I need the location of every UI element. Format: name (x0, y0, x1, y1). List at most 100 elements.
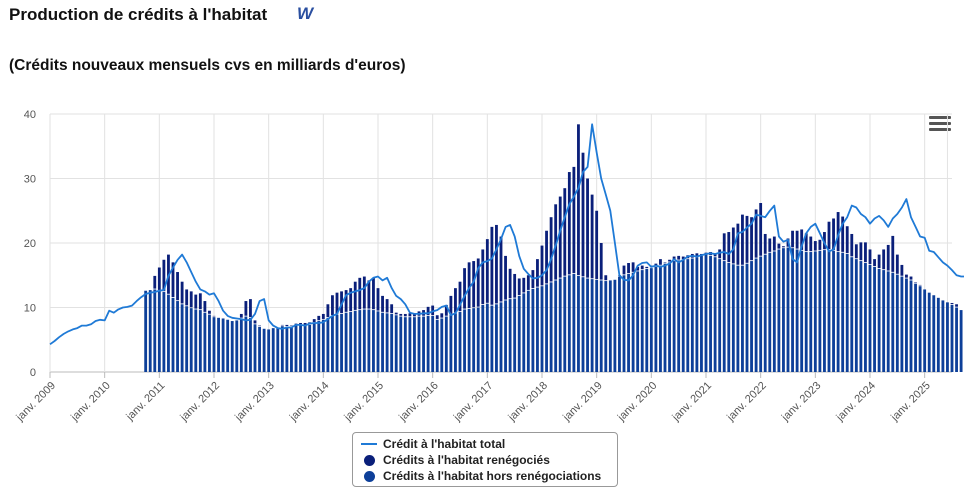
bar-renegocies (558, 196, 562, 278)
hamburger-menu-icon[interactable] (929, 116, 951, 134)
bar-renegocies (153, 275, 157, 289)
bar-hors-renegociations (235, 320, 239, 372)
bar-renegocies (331, 295, 334, 316)
bar-renegocies (645, 266, 649, 268)
bar-renegocies (809, 236, 813, 252)
bar-renegocies (326, 304, 330, 318)
bar-hors-renegociations (608, 280, 612, 372)
bar-hors-renegociations (936, 297, 940, 372)
bar-hors-renegociations (408, 317, 412, 372)
bar-renegocies (189, 291, 193, 308)
bar-hors-renegociations (472, 308, 476, 372)
bar-renegocies (340, 291, 343, 314)
bar-hors-renegociations (362, 309, 366, 372)
bar-hors-renegociations (262, 328, 266, 372)
bar-hors-renegociations (877, 268, 881, 372)
bar-renegocies (554, 204, 558, 280)
x-tick-label: janv. 2015 (342, 380, 387, 425)
bar-hors-renegociations (854, 259, 858, 372)
bar-hors-renegociations (308, 324, 312, 372)
bar-renegocies (850, 233, 854, 257)
bar-hors-renegociations (868, 264, 872, 372)
bar-hors-renegociations (526, 290, 530, 372)
x-tick-label: janv. 2016 (396, 380, 441, 425)
bar-hors-renegociations (864, 262, 867, 372)
bar-hors-renegociations (312, 322, 316, 372)
bar-renegocies (759, 203, 763, 256)
bar-hors-renegociations (695, 257, 699, 372)
bar-renegocies (595, 210, 599, 279)
bar-hors-renegociations (827, 250, 831, 372)
x-tick-label: janv. 2020 (615, 380, 660, 425)
bar-renegocies (408, 313, 412, 317)
bar-hors-renegociations (722, 261, 726, 372)
bar-renegocies (891, 235, 895, 272)
bar-hors-renegociations (367, 309, 371, 372)
bar-hors-renegociations (517, 295, 521, 372)
bar-renegocies (285, 324, 289, 327)
legend-item-hors-renegociations[interactable]: Crédits à l'habitat hors renégociations (361, 468, 617, 484)
bar-hors-renegociations (768, 252, 772, 372)
bar-renegocies (526, 275, 530, 290)
bar-hors-renegociations (171, 297, 175, 372)
bar-renegocies (567, 172, 571, 275)
bar-hors-renegociations (444, 316, 448, 372)
bar-hors-renegociations (900, 276, 904, 372)
bar-renegocies (864, 242, 867, 263)
y-tick-label: 10 (24, 303, 36, 315)
bar-renegocies (845, 226, 849, 254)
x-tick-label: janv. 2013 (232, 380, 277, 425)
bar-hors-renegociations (791, 248, 794, 372)
y-tick-label: 30 (24, 174, 36, 186)
bar-renegocies (955, 304, 958, 307)
bar-renegocies (239, 313, 243, 318)
bar-renegocies (399, 313, 403, 316)
x-tick-label: janv. 2012 (178, 380, 223, 425)
bar-hors-renegociations (358, 310, 362, 372)
legend-item-renegocies[interactable]: Crédits à l'habitat renégociés (361, 452, 617, 468)
bar-renegocies (599, 243, 603, 280)
bar-hors-renegociations (167, 294, 170, 372)
bar-hors-renegociations (180, 304, 184, 372)
legend-item-total[interactable]: Crédit à l'habitat total (361, 436, 617, 452)
bar-hors-renegociations (672, 261, 676, 372)
bar-hors-renegociations (372, 310, 375, 372)
bar-hors-renegociations (217, 317, 220, 372)
bar-hors-renegociations (645, 268, 649, 372)
bar-hors-renegociations (422, 316, 425, 372)
bar-hors-renegociations (818, 250, 822, 372)
bar-renegocies (745, 215, 749, 263)
bar-hors-renegociations (700, 255, 703, 372)
bar-renegocies (467, 262, 471, 308)
bar-hors-renegociations (417, 316, 421, 372)
bar-hors-renegociations (476, 307, 480, 372)
legend-dot-icon (364, 454, 375, 466)
bar-renegocies (681, 256, 685, 259)
bar-renegocies (458, 281, 462, 312)
bar-renegocies (750, 217, 753, 261)
bar-hors-renegociations (754, 258, 758, 372)
bar-renegocies (504, 255, 507, 300)
bar-renegocies (440, 313, 444, 318)
bar-hors-renegociations (176, 301, 179, 372)
bar-hors-renegociations (144, 290, 148, 372)
x-tick-label: janv. 2009 (14, 380, 59, 425)
bar-hors-renegociations (577, 275, 580, 372)
bar-hors-renegociations (882, 270, 886, 372)
x-tick-label: janv. 2022 (724, 380, 769, 425)
bar-hors-renegociations (736, 265, 740, 372)
bar-hors-renegociations (162, 292, 166, 372)
bar-hors-renegociations (772, 251, 776, 372)
bar-renegocies (353, 281, 357, 310)
bar-hors-renegociations (285, 326, 289, 372)
bar-renegocies (854, 244, 858, 259)
bar-renegocies (590, 194, 594, 279)
bar-hors-renegociations (777, 249, 781, 372)
bar-hors-renegociations (440, 318, 444, 372)
bar-hors-renegociations (572, 273, 576, 372)
bar-hors-renegociations (640, 270, 644, 372)
bar-hors-renegociations (271, 328, 275, 372)
bar-hors-renegociations (595, 279, 599, 372)
bar-hors-renegociations (704, 254, 708, 372)
